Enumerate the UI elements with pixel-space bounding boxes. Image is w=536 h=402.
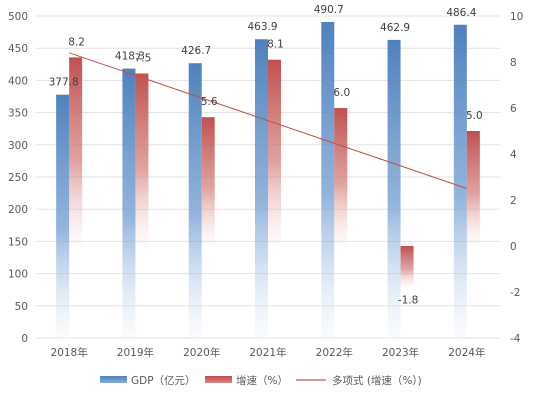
y-right-tick-label: 4 [510,149,517,161]
growth-bar [69,57,83,247]
gdp-bar [321,21,335,339]
bars-layer [56,21,480,339]
gdp-bar [56,94,70,338]
gdp-bar [453,24,467,339]
x-tick-label: 2021年 [249,346,286,359]
growth-value-label: 8.1 [267,39,284,51]
legend-trend-label: 多项式 (增速（%）) [332,374,422,387]
y-right-tick-label: -4 [510,333,521,345]
y-left-tick-label: 400 [8,75,28,87]
labels-layer: 377.8 418.3 426.7 463.9 490.7 462.9 486.4 8.2 7.… [49,4,483,306]
growth-value-label: 5.6 [201,96,218,108]
y-left-tick-label: 500 [8,11,28,23]
gdp-bar [122,68,136,338]
growth-bar [268,59,281,247]
growth-bar [400,246,414,288]
y-left-tick-label: 450 [8,43,28,55]
y-left-tick-label: 150 [8,236,28,248]
x-tick-label: 2020年 [183,346,220,359]
gdp-bar [188,63,202,338]
x-tick-label: 2019年 [117,346,154,359]
legend-growth-label: 增速（%） [236,374,288,387]
gdp-value-label: 462.9 [380,22,410,34]
legend: GDP（亿元） 增速（%） 多项式 (增速（%）) [100,374,422,387]
growth-bar [201,117,215,246]
gdp-bar [255,39,268,338]
legend-gdp-label: GDP（亿元） [131,374,196,387]
growth-value-label: 6.0 [333,87,350,99]
y-left-tick-label: 100 [8,269,28,281]
gdp-value-label: 377.8 [49,77,79,89]
trend-layer [68,52,468,189]
growth-value-label: 7.5 [135,53,152,65]
y-right-tick-label: 0 [510,241,517,253]
y-left-tick-label: 50 [15,301,28,313]
growth-value-label: -1.8 [398,294,419,306]
y-left-tick-label: 0 [21,333,28,345]
growth-bar [334,108,348,246]
gdp-value-label: 426.7 [181,45,211,57]
y-left-tick-label: 200 [8,204,28,216]
gdp-value-label: 486.4 [446,7,476,19]
y-right-tick-label: 6 [510,103,517,115]
gdp-value-label: 490.7 [314,4,344,16]
growth-bar [466,131,480,246]
growth-value-label: 5.0 [466,110,483,122]
x-tick-label: 2018年 [51,346,88,359]
x-tick-label: 2022年 [316,346,353,359]
y-right-tick-label: 10 [510,11,523,23]
y-right-tick-label: 8 [510,57,517,69]
growth-bar [135,73,149,246]
x-tick-label: 2024年 [448,346,485,359]
y-left-tick-label: 300 [8,140,28,152]
gdp-value-label: 463.9 [247,21,277,33]
x-tick-label: 2023年 [382,346,419,359]
y-right-tick-label: 2 [510,195,517,207]
gdp-value-label: 418.3 [115,51,145,63]
legend-growth-swatch [205,376,232,383]
gdp-bar [387,39,401,339]
y-left-tick-label: 350 [8,108,28,120]
legend-gdp-swatch [100,376,127,383]
trendline [68,52,468,189]
y-left-tick-label: 250 [8,172,28,184]
growth-value-label: 8.2 [68,36,85,48]
y-right-tick-label: -2 [510,287,520,299]
axis-layer: 0 50 100 150 200 250 300 350 400 450 500 -4 -2 0 2 4 6 8 1… [8,11,523,359]
